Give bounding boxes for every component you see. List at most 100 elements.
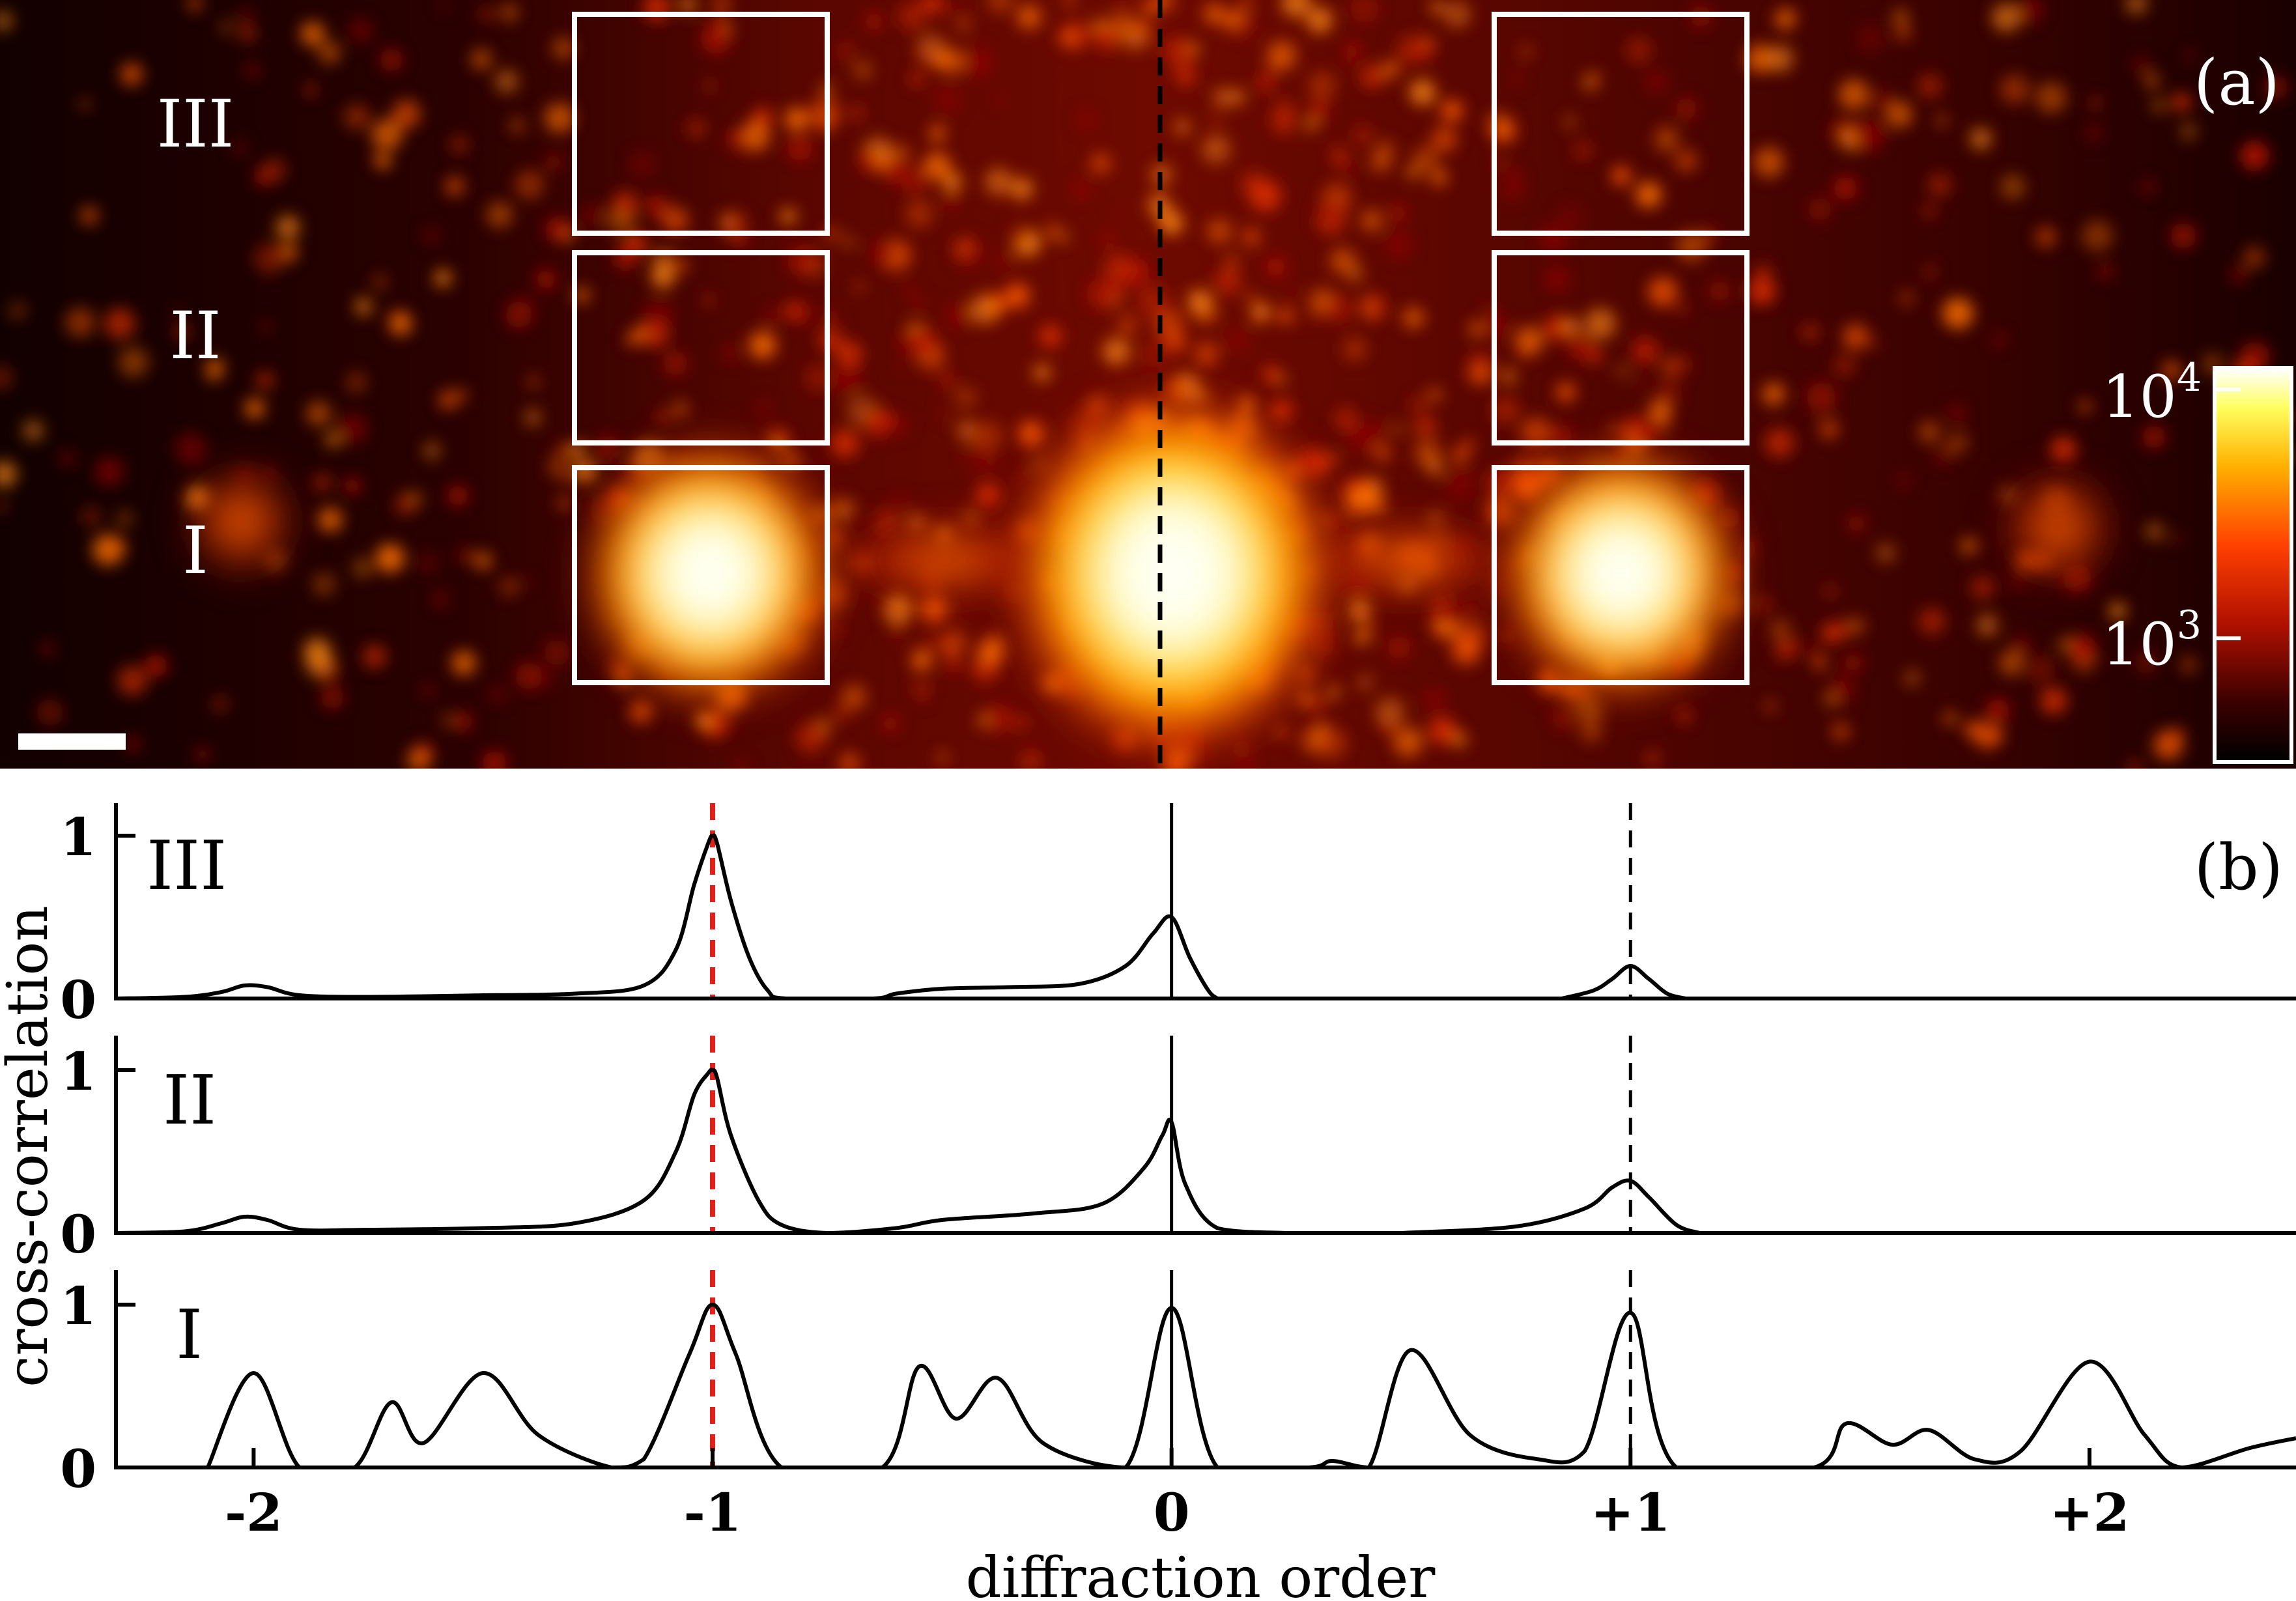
speckle: [373, 153, 388, 167]
speckle: [1445, 469, 1476, 500]
speckle: [1843, 324, 1869, 350]
speckle: [1561, 317, 1580, 335]
speckle: [1942, 298, 1974, 329]
x-tick-label-2: 0: [1154, 1482, 1190, 1543]
speckle: [1770, 619, 1791, 640]
speckle: [240, 8, 253, 21]
speckle: [629, 700, 653, 724]
speckle: [450, 135, 468, 154]
speckle: [705, 81, 715, 91]
speckle: [996, 253, 1012, 269]
speckle: [986, 705, 1013, 732]
speckle: [1166, 331, 1185, 350]
speckle: [2263, 75, 2288, 100]
spot-order-plus1: [1498, 443, 1746, 703]
speckle: [558, 497, 571, 510]
speckle: [1414, 416, 1436, 438]
speckle: [1387, 636, 1411, 659]
speckle: [1256, 72, 1276, 92]
speckle: [1058, 232, 1070, 244]
speckle: [922, 0, 941, 13]
speckle: [1960, 537, 1978, 555]
axes: [114, 803, 2296, 1469]
speckle: [363, 645, 386, 668]
speckle: [662, 207, 688, 233]
speckle: [1515, 326, 1544, 355]
speckle: [834, 705, 849, 721]
speckle: [1656, 379, 1681, 404]
speckle: [933, 85, 962, 114]
speckle: [1077, 110, 1096, 130]
speckle: [117, 666, 147, 696]
speckle: [438, 390, 458, 410]
speckle: [882, 715, 899, 732]
speckle: [92, 534, 124, 565]
speckle: [646, 195, 668, 218]
speckle: [119, 347, 149, 377]
speckle: [1140, 345, 1152, 356]
speckle: [261, 322, 271, 332]
speckle: [1936, 115, 1948, 126]
speckle: [434, 270, 451, 287]
speckle: [629, 151, 655, 177]
speckle: [1393, 424, 1404, 434]
speckle: [1305, 118, 1318, 131]
speckle: [896, 147, 908, 158]
speckle: [988, 298, 1005, 315]
speckle: [1143, 1, 1156, 14]
speckle: [842, 685, 866, 709]
speckle: [574, 287, 589, 303]
speckle: [1374, 444, 1391, 461]
speckle: [1430, 0, 1444, 14]
axis-frame-row1: [114, 1036, 2296, 1235]
speckle: [1822, 623, 1841, 643]
speckle: [1834, 177, 1857, 200]
speckle: [1626, 37, 1652, 63]
speckle: [1587, 348, 1603, 364]
speckle: [453, 712, 473, 731]
speckle: [1856, 24, 1885, 53]
speckle: [595, 435, 620, 460]
series-line-iii: [115, 833, 1219, 1000]
y-tick-label-row0-0: 0: [60, 969, 96, 1030]
speckle: [2230, 266, 2247, 283]
speckle: [1501, 369, 1516, 384]
x-tick-label-0: -2: [225, 1482, 283, 1543]
speckle: [1390, 205, 1407, 221]
speckle: [1370, 151, 1391, 172]
speckle: [1970, 128, 1992, 150]
speckle: [924, 152, 951, 180]
speckle: [458, 548, 474, 563]
speckle: [1316, 197, 1344, 225]
speckle: [1348, 266, 1363, 282]
speckle: [780, 208, 796, 224]
speckle: [831, 430, 858, 457]
speckle: [1410, 396, 1427, 413]
speckle: [487, 202, 513, 228]
speckle: [1807, 645, 1823, 660]
speckle: [524, 409, 541, 426]
speckle: [376, 544, 404, 573]
speckle: [1326, 295, 1354, 322]
speckle: [1309, 72, 1336, 99]
region-label-III: III: [157, 86, 234, 162]
speckle: [963, 48, 993, 78]
speckle: [1802, 324, 1818, 340]
spot-order-minus2: [182, 462, 300, 580]
speckle: [1824, 585, 1837, 598]
speckle: [920, 595, 948, 623]
speckle: [220, 21, 233, 34]
speckle: [733, 758, 750, 769]
speckle: [1326, 685, 1340, 699]
speckle: [939, 373, 955, 388]
speckle: [1360, 65, 1383, 89]
speckle: [40, 642, 55, 656]
speckle: [245, 63, 259, 78]
speckle: [900, 166, 929, 195]
x-axis-title: diffraction order: [966, 1546, 1436, 1601]
speckle: [651, 264, 675, 288]
speckle: [1406, 165, 1421, 179]
speckle: [663, 351, 688, 376]
speckle: [471, 49, 492, 70]
speckle: [1847, 515, 1865, 533]
